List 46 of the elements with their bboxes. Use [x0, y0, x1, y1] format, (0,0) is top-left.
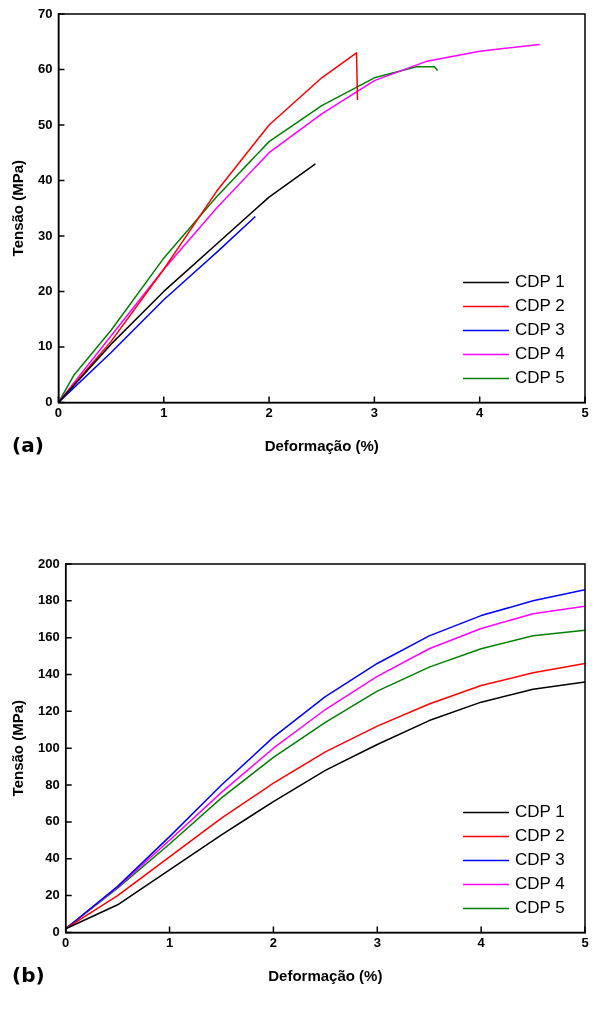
y-tick-label: 180: [37, 592, 60, 608]
legend-label: CDP 2: [515, 826, 565, 846]
x-tick-label: 2: [269, 934, 278, 950]
x-tick-label: 2: [265, 404, 273, 420]
y-tick-label: 160: [37, 629, 60, 645]
x-tick-label: 1: [160, 404, 168, 420]
y-tick-label: 200: [37, 555, 60, 571]
x-axis-title: Deformação (%): [268, 967, 383, 985]
x-tick-label: 4: [476, 404, 485, 420]
legend-label: CDP 5: [515, 368, 565, 388]
text: (b): [12, 963, 45, 988]
y-tick-label: 30: [37, 227, 53, 243]
y-tick-label: 20: [37, 283, 53, 299]
legend-label: CDP 5: [515, 898, 565, 918]
y-axis-title: Tensão (MPa): [9, 700, 27, 797]
text: (a): [12, 433, 44, 458]
x-tick-label: 3: [370, 404, 378, 420]
y-tick-label: 80: [45, 776, 60, 792]
legend-label: CDP 4: [515, 874, 565, 894]
legend-label: CDP 2: [515, 296, 565, 316]
y-tick-label: 60: [45, 813, 60, 829]
y-tick-label: 100: [37, 739, 60, 755]
y-axis-title: Tensão (MPa): [9, 160, 27, 257]
y-tick-label: 10: [37, 338, 53, 354]
y-tick-label: 20: [45, 887, 60, 903]
y-tick-label: 140: [37, 666, 60, 682]
x-tick-label: 5: [581, 934, 589, 950]
y-tick-label: 0: [45, 393, 53, 409]
y-tick-label: 50: [37, 116, 53, 132]
x-axis-title: Deformação (%): [264, 437, 379, 455]
legend-label: CDP 3: [515, 850, 565, 870]
x-tick-label: 4: [477, 934, 486, 950]
x-tick-label: 0: [62, 934, 70, 950]
x-tick-label: 5: [581, 404, 589, 420]
y-tick-label: 40: [37, 172, 53, 188]
y-tick-label: 40: [45, 850, 60, 866]
y-tick-label: 0: [52, 923, 60, 939]
legend-label: CDP 1: [515, 802, 565, 822]
legend-label: CDP 1: [515, 272, 565, 292]
y-tick-label: 120: [37, 702, 60, 718]
legend-label: CDP 4: [515, 344, 565, 364]
x-tick-label: 3: [373, 934, 381, 950]
y-tick-label: 70: [37, 5, 53, 21]
legend-label: CDP 3: [515, 320, 565, 340]
x-tick-label: 1: [165, 934, 174, 950]
y-tick-label: 60: [37, 61, 53, 77]
